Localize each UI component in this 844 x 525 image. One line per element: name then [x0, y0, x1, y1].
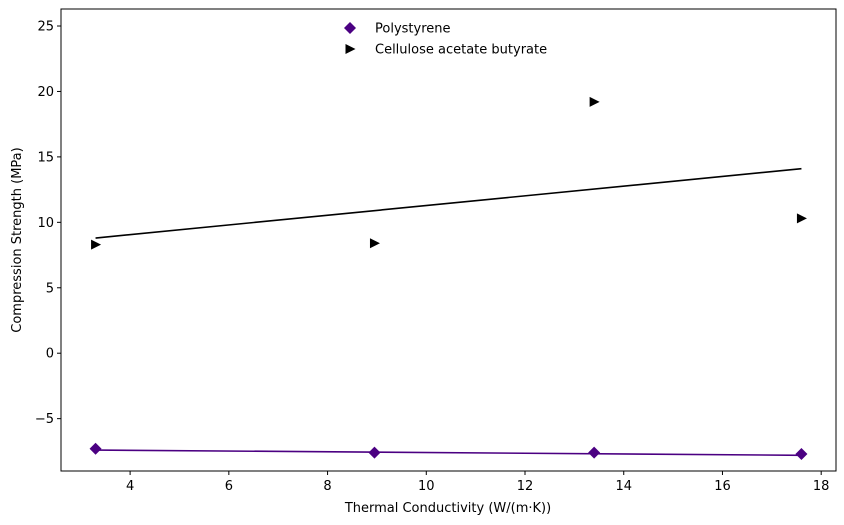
legend-label: Polystyrene [375, 22, 451, 37]
legend-marker [344, 22, 356, 34]
series-2 [91, 96, 807, 250]
x-axis: 4 6 8 10 12 14 16 18 [126, 471, 829, 494]
y-tick-label: 0 [46, 347, 54, 362]
x-tick-label: 16 [714, 479, 731, 494]
x-tick-label: 14 [615, 479, 632, 494]
y-tick-label: 25 [37, 20, 54, 35]
y-axis: −5 0 5 10 15 20 25 [35, 20, 61, 427]
x-tick-label: 18 [813, 479, 830, 494]
data-point [796, 213, 807, 224]
x-tick-label: 6 [225, 479, 233, 494]
plot-area [60, 8, 837, 472]
y-axis-label: Compression Strength (MPa) [10, 147, 25, 332]
x-tick-label: 10 [418, 479, 435, 494]
x-tick-label: 4 [126, 479, 134, 494]
trend-line [95, 167, 802, 239]
series-1 [89, 442, 808, 460]
data-point [589, 96, 600, 107]
x-tick-label: 12 [517, 479, 534, 494]
data-point [368, 446, 381, 459]
legend: Polystyrene Cellulose acetate butyrate [344, 22, 547, 58]
y-tick-label: 20 [37, 85, 54, 100]
x-axis-label: Thermal Conductivity (W/(m·K)) [344, 501, 551, 516]
y-tick-label: −5 [35, 412, 54, 427]
data-point [91, 239, 102, 250]
y-tick-label: 15 [37, 150, 54, 165]
y-tick-label: 5 [46, 281, 54, 296]
data-point [588, 446, 601, 459]
x-tick-label: 8 [323, 479, 331, 494]
data-point [795, 447, 808, 460]
series-layer [89, 96, 808, 460]
legend-marker [345, 44, 356, 54]
data-point [89, 442, 102, 455]
legend-label: Cellulose acetate butyrate [375, 43, 547, 58]
trend-line [95, 449, 802, 457]
data-point [369, 238, 380, 249]
y-tick-label: 10 [37, 216, 54, 231]
